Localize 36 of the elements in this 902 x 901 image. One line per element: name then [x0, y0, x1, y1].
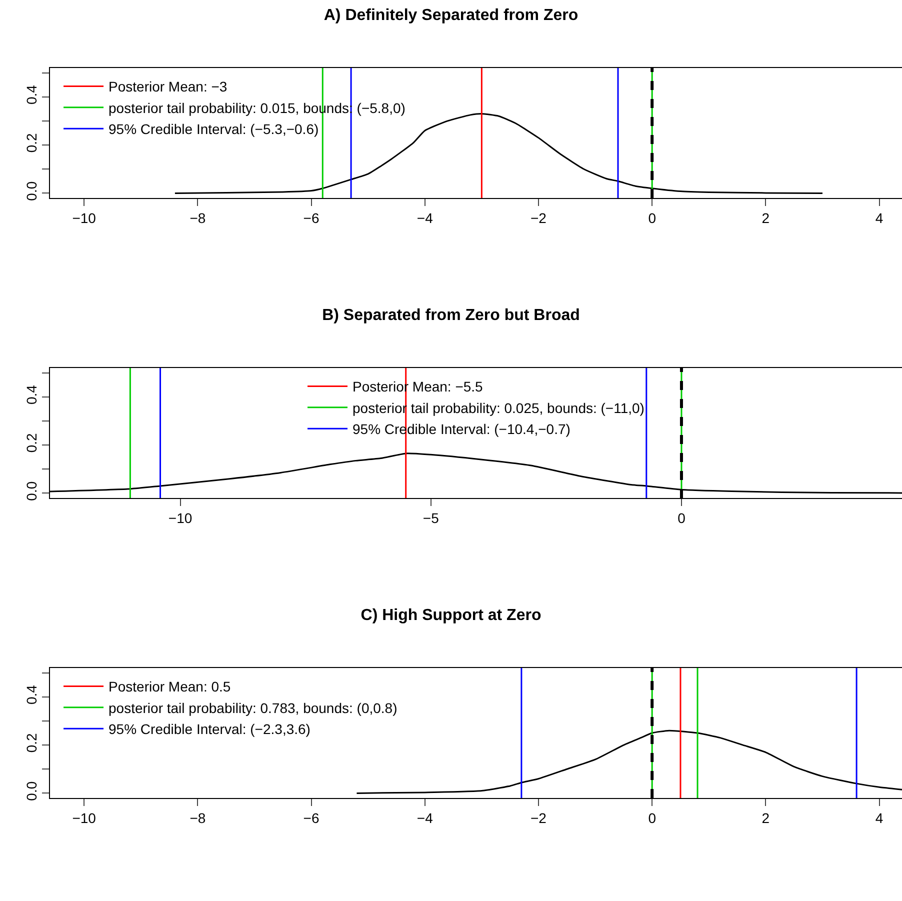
x-tick-label: −6 [303, 210, 320, 226]
x-tick-label: −2 [530, 810, 547, 826]
y-tick-label: 0.0 [23, 481, 40, 501]
x-tick-label: −4 [416, 210, 434, 226]
legend-label: 95% Credible Interval: (−5.3,−0.6) [108, 121, 319, 138]
x-tick-label: −5 [422, 510, 440, 526]
y-tick-label: 0.2 [23, 733, 40, 753]
x-tick-label: −10 [72, 210, 96, 226]
x-tick-label: 2 [762, 210, 770, 226]
x-tick-label: −10 [72, 810, 96, 826]
x-tick-label: −8 [190, 810, 206, 826]
x-tick-label: 0 [648, 210, 656, 226]
x-tick-label: −4 [416, 810, 434, 826]
x-tick-label: 0 [648, 810, 656, 826]
y-tick-label: 0.0 [23, 781, 40, 801]
chart-title: B) Separated from Zero but Broad [322, 307, 580, 324]
x-tick-label: −8 [190, 210, 206, 226]
legend-label: posterior tail probability: 0.783, bounds: (0,0.8) [108, 700, 398, 716]
x-tick-label: −10 [168, 510, 192, 526]
y-tick-label: 0.4 [23, 384, 40, 405]
y-tick-label: 0.4 [23, 684, 40, 705]
y-tick-label: 0.4 [23, 84, 40, 105]
legend-label: 95% Credible Interval: (−2.3,3.6) [108, 721, 310, 738]
x-tick-label: 4 [875, 810, 884, 826]
x-tick-label: 4 [875, 210, 884, 226]
y-tick-label: 0.2 [23, 133, 40, 153]
chart-title: C) High Support at Zero [360, 607, 542, 624]
x-tick-label: −6 [303, 810, 320, 826]
y-tick-label: 0.0 [23, 181, 40, 201]
x-tick-label: −2 [530, 210, 547, 226]
x-tick-label: 2 [762, 810, 770, 826]
legend-label: Posterior Mean: −3 [108, 78, 228, 95]
legend-label: Posterior Mean: 0.5 [108, 678, 231, 695]
y-tick-label: 0.2 [23, 433, 40, 453]
chart-title: A) Definitely Separated from Zero [324, 7, 578, 24]
x-tick-label: 0 [678, 510, 686, 526]
